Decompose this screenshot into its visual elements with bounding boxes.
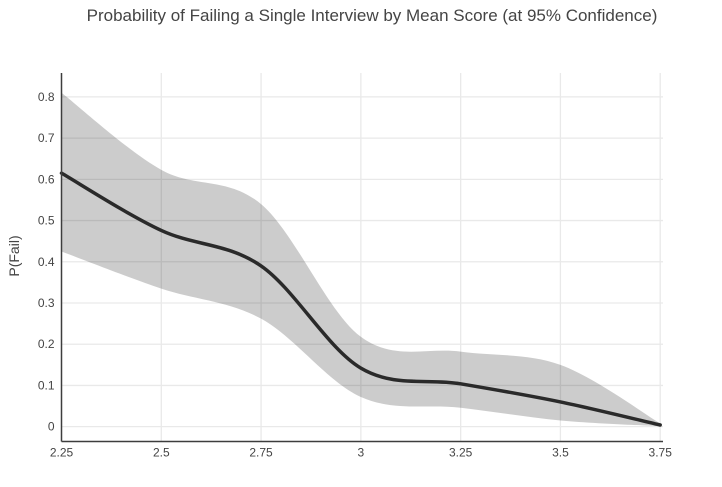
- y-tick-label: 0.1: [38, 378, 55, 392]
- y-tick-label: 0.8: [38, 90, 55, 104]
- y-tick-label: 0.2: [38, 337, 55, 351]
- y-tick-label: 0.7: [38, 131, 55, 145]
- chart-title: Probability of Failing a Single Intervie…: [86, 6, 658, 25]
- y-tick-label: 0.4: [38, 255, 55, 269]
- y-tick-label: 0: [48, 420, 55, 434]
- confidence-band: [61, 92, 661, 427]
- y-tick-label: 0.3: [38, 296, 55, 310]
- x-tick-label: 2.75: [249, 446, 273, 460]
- mean-line: [59, 171, 662, 427]
- y-tick-label: 0.5: [38, 214, 55, 228]
- x-tick-label: 3.75: [649, 446, 673, 460]
- x-tick-label: 2.5: [153, 446, 170, 460]
- y-tick-label: 0.6: [38, 172, 55, 186]
- x-tick-label: 3.5: [552, 446, 569, 460]
- x-tick-label: 3: [358, 446, 365, 460]
- x-tick-label: 2.25: [50, 446, 74, 460]
- x-tick-label: 3.25: [449, 446, 473, 460]
